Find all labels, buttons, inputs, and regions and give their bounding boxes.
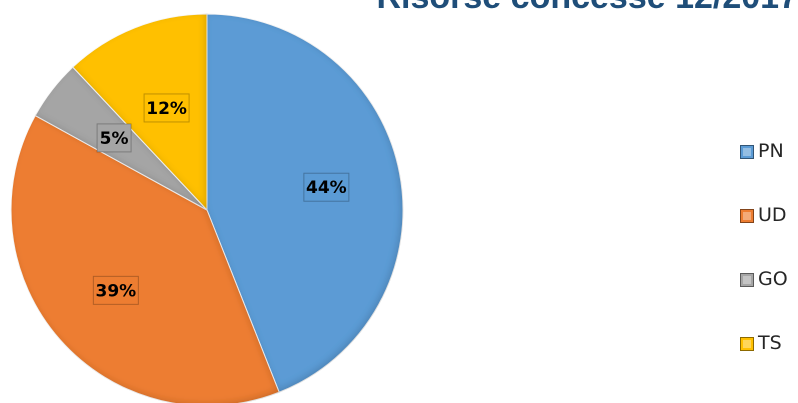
- data-label-box-ud: [92, 275, 139, 305]
- legend-item-ud: UD: [740, 204, 788, 268]
- pie-slice-ts: [72, 13, 208, 212]
- data-label-go: 5%: [100, 129, 129, 149]
- data-label-box-pn: [303, 172, 350, 202]
- legend-item-pn: PN: [740, 140, 788, 204]
- legend-item-ts: TS: [740, 332, 788, 396]
- data-label-ts: 12%: [146, 99, 187, 119]
- legend-swatch-pn: [740, 145, 754, 159]
- legend-item-go: GO: [740, 268, 788, 332]
- legend-label-go: GO: [758, 268, 788, 290]
- legend-label-pn: PN: [758, 140, 784, 162]
- legend-swatch-ud: [740, 209, 754, 223]
- data-label-ud: 39%: [95, 281, 136, 301]
- legend-label-ts: TS: [758, 332, 782, 354]
- legend-swatch-go: [740, 273, 754, 287]
- data-label-box-go: [96, 123, 132, 153]
- pie-slice-pn: [206, 13, 404, 393]
- data-label-box-ts: [143, 93, 190, 123]
- legend: PN UD GO TS: [740, 140, 788, 396]
- chart-title: Risorse concesse 12/2017: [376, 0, 798, 17]
- legend-label-ud: UD: [758, 204, 787, 226]
- legend-swatch-ts: [740, 337, 754, 351]
- pie-slice-ud: [10, 114, 280, 403]
- data-label-pn: 44%: [306, 178, 347, 198]
